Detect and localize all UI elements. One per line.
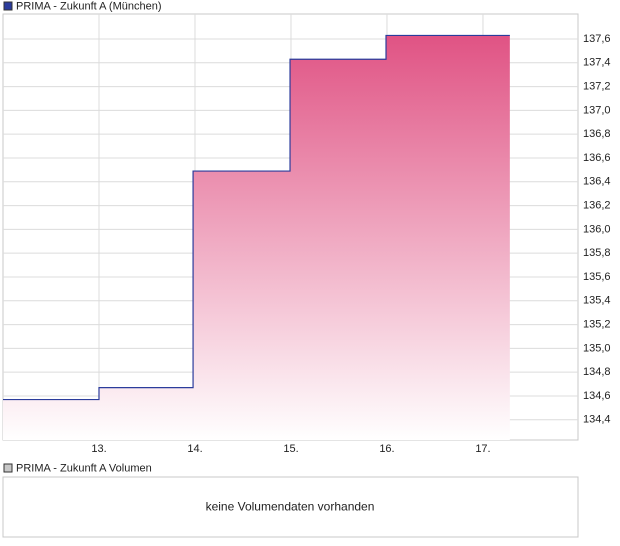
- y-tick-label: 135,2: [583, 318, 611, 330]
- y-tick-label: 134,8: [583, 366, 611, 378]
- legend-label: PRIMA - Zukunft A Volumen: [16, 462, 152, 474]
- line: [3, 34, 510, 401]
- volume-panel: [2, 476, 579, 538]
- y-tick-label: 136,6: [583, 152, 611, 164]
- y-tick-label: 136,2: [583, 199, 611, 211]
- y-tick-label: 136,0: [583, 223, 611, 235]
- area: [3, 35, 510, 440]
- x-tick-label: 13.: [91, 443, 106, 455]
- y-tick-label: 135,0: [583, 342, 611, 354]
- legend-swatch: [3, 1, 13, 11]
- y-tick-label: 135,4: [583, 295, 611, 307]
- y-tick-label: 135,6: [583, 271, 611, 283]
- y-tick-label: 137,6: [583, 33, 611, 45]
- x-tick-label: 15.: [283, 443, 298, 455]
- y-tick-label: 136,4: [583, 176, 611, 188]
- y-tick-label: 137,2: [583, 80, 611, 92]
- x-tick-label: 14.: [187, 443, 202, 455]
- y-tick-label: 137,0: [583, 104, 611, 116]
- legend-label: PRIMA - Zukunft A (München): [16, 0, 162, 12]
- x-tick-label: 17.: [475, 443, 490, 455]
- y-tick-label: 136,8: [583, 128, 611, 140]
- x-tick-label: 16.: [379, 443, 394, 455]
- y-tick-label: 137,4: [583, 57, 611, 69]
- y-tick-label: 134,6: [583, 390, 611, 402]
- no-data-message: keine Volumendaten vorhanden: [206, 500, 375, 514]
- y-tick-label: 135,8: [583, 247, 611, 259]
- y-tick-label: 134,4: [583, 414, 611, 426]
- legend-swatch: [3, 463, 13, 473]
